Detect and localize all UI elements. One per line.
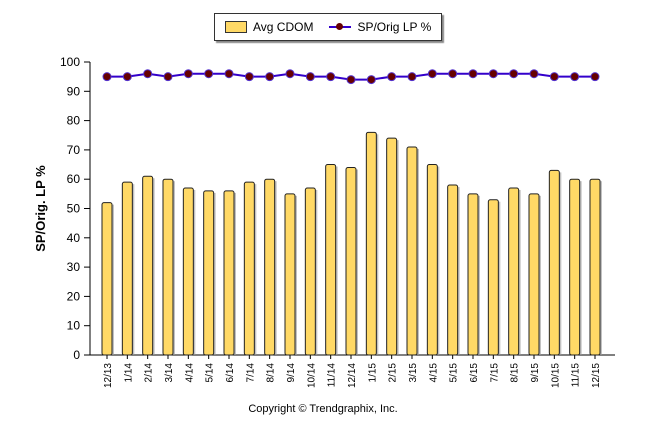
point-sp-orig-lp xyxy=(570,72,580,82)
bar-avg-cdom xyxy=(284,193,296,356)
point-sp-orig-lp xyxy=(509,69,519,79)
x-tick-label: 12/13 xyxy=(103,363,114,388)
bar-avg-cdom xyxy=(528,193,540,356)
point-sp-orig-lp xyxy=(204,69,214,79)
y-tick-label: 100 xyxy=(60,55,80,69)
point-sp-orig-lp xyxy=(326,72,336,82)
point-sp-orig-lp xyxy=(224,69,234,79)
x-tick-label: 12/15 xyxy=(591,363,602,388)
point-sp-orig-lp xyxy=(468,69,478,79)
x-tick-label: 12/14 xyxy=(347,363,358,388)
point-sp-orig-lp xyxy=(407,72,417,82)
x-tick-label: 7/15 xyxy=(489,363,500,383)
y-tick-label: 90 xyxy=(67,84,81,98)
x-tick-label: 5/15 xyxy=(449,363,460,383)
y-tick-label: 0 xyxy=(73,348,80,362)
bar-avg-cdom xyxy=(101,202,113,356)
point-sp-orig-lp xyxy=(305,72,315,82)
bar-avg-cdom xyxy=(508,187,520,356)
x-tick-label: 6/15 xyxy=(469,363,480,383)
point-sp-orig-lp xyxy=(448,69,458,79)
bar-avg-cdom xyxy=(345,166,357,356)
point-sp-orig-lp xyxy=(285,69,295,79)
legend-swatch-avg-cdom xyxy=(225,21,247,33)
y-tick-label: 10 xyxy=(67,319,81,333)
point-sp-orig-lp xyxy=(102,72,112,82)
bar-avg-cdom xyxy=(548,169,560,356)
point-sp-orig-lp xyxy=(590,72,600,82)
point-sp-orig-lp xyxy=(387,72,397,82)
bar-avg-cdom xyxy=(243,181,255,356)
legend-label-avg-cdom: Avg CDOM xyxy=(253,20,314,34)
x-tick-label: 10/14 xyxy=(306,363,317,388)
bar-avg-cdom xyxy=(487,199,499,356)
y-tick-label: 30 xyxy=(67,260,81,274)
y-tick-label: 70 xyxy=(67,143,81,157)
copyright: Copyright © Trendgraphix, Inc. xyxy=(248,403,398,415)
x-tick-label: 11/15 xyxy=(571,363,582,388)
point-sp-orig-lp xyxy=(163,72,173,82)
point-sp-orig-lp xyxy=(549,72,559,82)
bar-avg-cdom xyxy=(467,193,479,356)
bar-avg-cdom xyxy=(182,187,194,356)
bar-avg-cdom xyxy=(426,164,438,356)
x-tick-label: 11/14 xyxy=(327,363,338,388)
y-axis-label: SP/Orig. LP % xyxy=(33,165,48,252)
point-sp-orig-lp xyxy=(488,69,498,79)
x-tick-label: 7/14 xyxy=(245,363,256,383)
x-tick-label: 3/14 xyxy=(164,363,175,383)
point-sp-orig-lp xyxy=(183,69,193,79)
bar-avg-cdom xyxy=(203,190,215,356)
bar-avg-cdom xyxy=(223,190,235,356)
x-tick-label: 2/15 xyxy=(388,363,399,383)
x-tick-label: 1/14 xyxy=(123,363,134,383)
point-sp-orig-lp xyxy=(427,69,437,79)
bar-avg-cdom xyxy=(589,178,601,356)
x-tick-label: 2/14 xyxy=(144,363,155,383)
x-tick-label: 8/14 xyxy=(266,363,277,383)
x-tick-label: 4/15 xyxy=(428,363,439,383)
x-tick-label: 9/15 xyxy=(530,363,541,383)
legend-label-sp-orig-lp: SP/Orig LP % xyxy=(357,20,432,34)
bar-avg-cdom xyxy=(121,181,133,356)
x-tick-label: 9/14 xyxy=(286,363,297,383)
bar-avg-cdom xyxy=(162,178,174,356)
y-tick-label: 40 xyxy=(67,231,81,245)
x-tick-label: 10/15 xyxy=(550,363,561,388)
bar-avg-cdom xyxy=(304,187,316,356)
y-tick-label: 20 xyxy=(67,289,81,303)
point-sp-orig-lp xyxy=(143,69,153,79)
legend: Avg CDOM SP/Orig LP % xyxy=(214,13,442,41)
bar-avg-cdom xyxy=(142,175,154,356)
point-sp-orig-lp xyxy=(244,72,254,82)
bar-avg-cdom xyxy=(569,178,581,356)
point-sp-orig-lp xyxy=(122,72,132,82)
x-tick-label: 5/14 xyxy=(205,363,216,383)
y-tick-label: 60 xyxy=(67,172,81,186)
bar-avg-cdom xyxy=(365,131,377,356)
point-sp-orig-lp xyxy=(265,72,275,82)
bar-avg-cdom xyxy=(447,184,459,356)
x-tick-label: 4/14 xyxy=(184,363,195,383)
y-tick-label: 50 xyxy=(67,202,81,216)
point-sp-orig-lp xyxy=(529,69,539,79)
y-tick-label: 80 xyxy=(67,114,81,128)
legend-swatch-sp-orig-lp xyxy=(329,23,352,30)
x-tick-label: 1/15 xyxy=(367,363,378,383)
point-sp-orig-lp xyxy=(366,75,376,85)
x-tick-label: 6/14 xyxy=(225,363,236,383)
bar-avg-cdom xyxy=(386,137,398,356)
bar-avg-cdom xyxy=(325,164,337,356)
bar-avg-cdom xyxy=(264,178,276,356)
point-sp-orig-lp xyxy=(346,75,356,85)
x-tick-label: 3/15 xyxy=(408,363,419,383)
x-tick-label: 8/15 xyxy=(510,363,521,383)
bar-avg-cdom xyxy=(406,146,418,356)
